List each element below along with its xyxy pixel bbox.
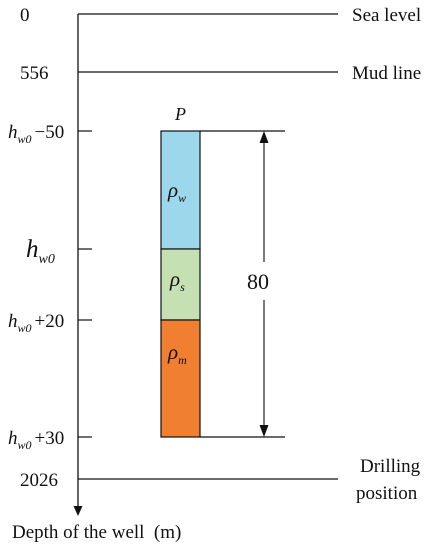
mud-segment bbox=[160, 319, 201, 438]
column-top-label: P bbox=[174, 104, 186, 124]
seawater-sediment-segment bbox=[160, 248, 201, 321]
depth-label-base: h bbox=[8, 311, 18, 332]
rho-subscript: w bbox=[178, 191, 186, 205]
depth-label-base: h bbox=[26, 236, 39, 263]
depth-label-suffix: +30 bbox=[35, 428, 65, 449]
water-segment bbox=[160, 130, 201, 250]
level-name-drilling-2: position bbox=[356, 483, 418, 504]
depth-label-sub: w0 bbox=[39, 252, 55, 267]
depth-label-base: h bbox=[8, 122, 18, 143]
rho-symbol: ρ bbox=[169, 267, 180, 291]
level-value-sea: 0 bbox=[20, 5, 30, 26]
depth-label-suffix: +20 bbox=[35, 311, 65, 332]
rho-symbol: ρ bbox=[167, 178, 178, 202]
rho-w-label: ρw bbox=[167, 178, 186, 205]
depth-label-suffix: −50 bbox=[35, 122, 65, 143]
level-name-drilling-1: Drilling bbox=[360, 456, 421, 477]
depth-label-hw0: hw0 bbox=[26, 236, 55, 267]
rho-symbol: ρ bbox=[167, 340, 178, 364]
dimension-label: 80 bbox=[247, 269, 269, 294]
rho-subscript: s bbox=[180, 280, 185, 294]
level-name-mud: Mud line bbox=[352, 63, 421, 84]
axis-label: Depth of the well (m) bbox=[12, 522, 181, 543]
rho-m-label: ρm bbox=[167, 340, 187, 367]
rho-s-label: ρs bbox=[169, 267, 185, 294]
depth-label-hw0-plus-30: hw0 +30 bbox=[8, 428, 64, 452]
depth-label-base: h bbox=[8, 428, 18, 449]
level-value-drilling: 2026 bbox=[20, 470, 58, 491]
depth-label-hw0-minus-50: hw0 −50 bbox=[8, 122, 64, 146]
depth-label-hw0-plus-20: hw0 +20 bbox=[8, 311, 64, 335]
depth-label-sub: w0 bbox=[18, 132, 32, 146]
depth-label-sub: w0 bbox=[18, 438, 32, 452]
depth-axis-arrowhead bbox=[73, 506, 83, 516]
rho-subscript: m bbox=[178, 353, 187, 367]
level-name-sea: Sea level bbox=[352, 5, 421, 26]
dimension-arrow-down bbox=[259, 425, 269, 437]
dimension-arrow-up bbox=[259, 131, 269, 143]
level-value-mud: 556 bbox=[20, 63, 49, 84]
depth-label-sub: w0 bbox=[18, 321, 32, 335]
